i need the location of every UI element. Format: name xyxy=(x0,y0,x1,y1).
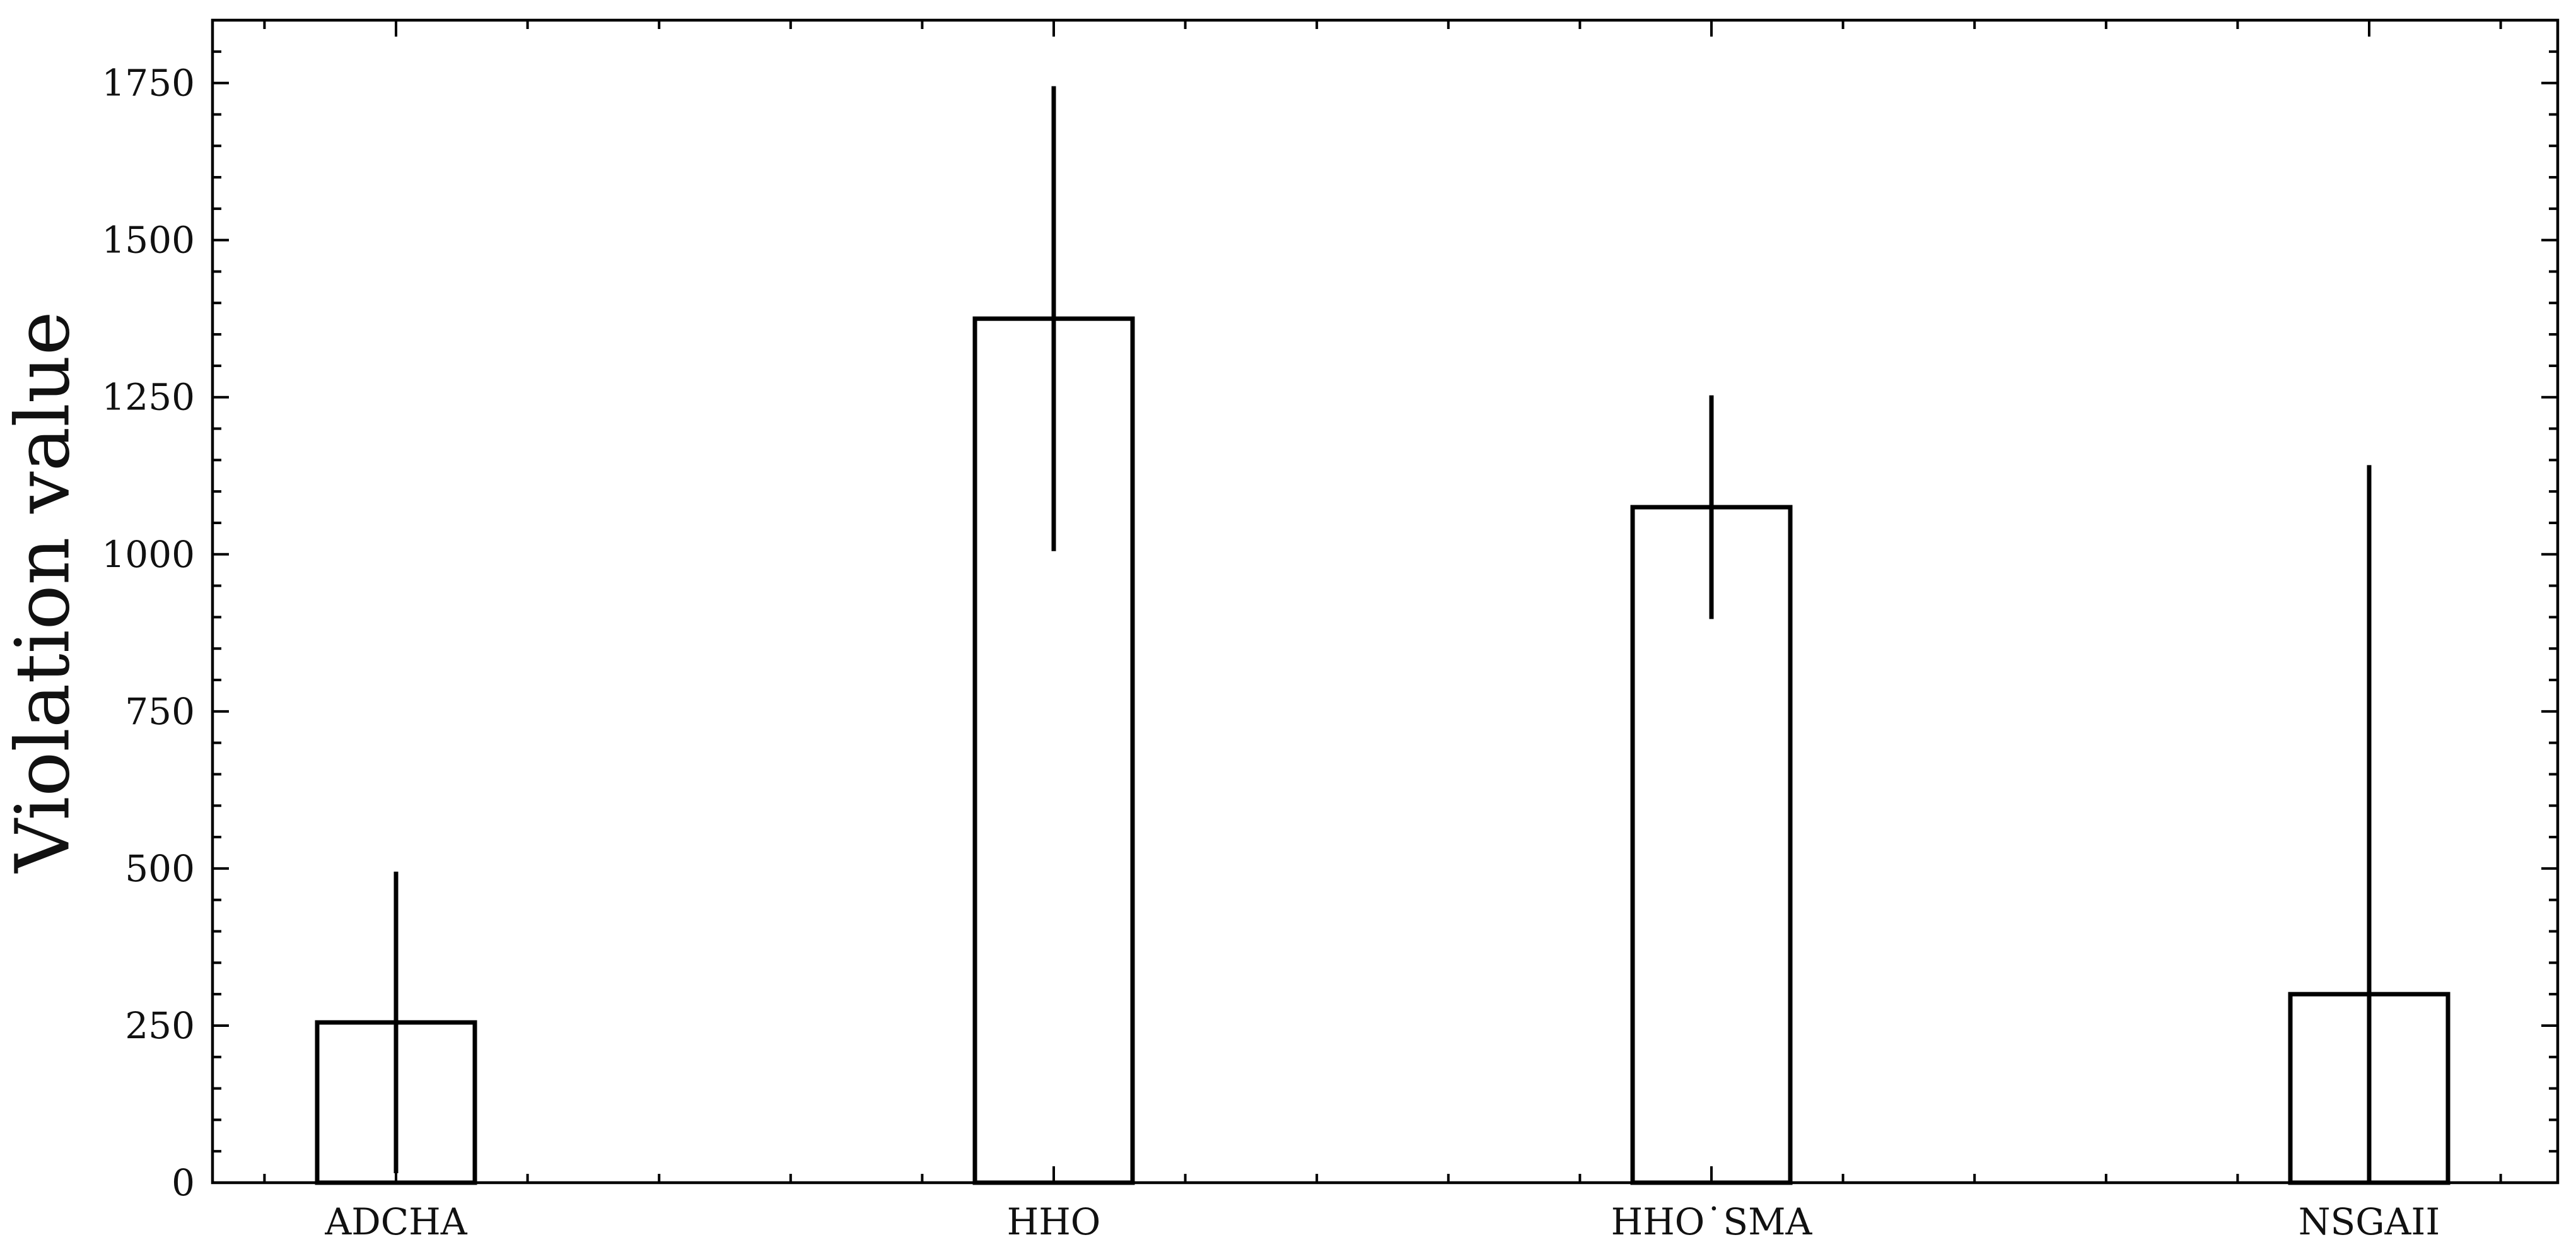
x-tick-label: ADCHA xyxy=(324,1200,467,1243)
y-tick-label: 1000 xyxy=(102,533,195,576)
minor-ticks xyxy=(213,19,2558,1183)
x-tick-label: NSGAII xyxy=(2299,1200,2440,1243)
y-tick-label: 0 xyxy=(172,1161,195,1204)
y-tick-label: 750 xyxy=(125,690,195,733)
y-tick-label: 1500 xyxy=(102,219,195,262)
y-tick-labels: 0 250 500 750 1000 1250 1500 1750 xyxy=(102,62,195,1204)
x-tick-labels: ADCHA HHO HHO˙SMA NSGAII xyxy=(324,1200,2440,1243)
major-ticks xyxy=(213,20,2558,1184)
y-axis-label: Violation value xyxy=(0,311,86,874)
y-tick-label: 1750 xyxy=(102,62,195,105)
x-tick-label: HHO˙SMA xyxy=(1611,1200,1813,1243)
y-tick-label: 250 xyxy=(125,1004,195,1047)
x-tick-label: HHO xyxy=(1007,1200,1101,1243)
plot-frame xyxy=(211,18,2560,1185)
error-bars xyxy=(393,86,2372,1183)
y-tick-label: 1250 xyxy=(102,376,195,419)
bars xyxy=(315,316,2451,1185)
y-tick-label: 500 xyxy=(125,847,195,890)
